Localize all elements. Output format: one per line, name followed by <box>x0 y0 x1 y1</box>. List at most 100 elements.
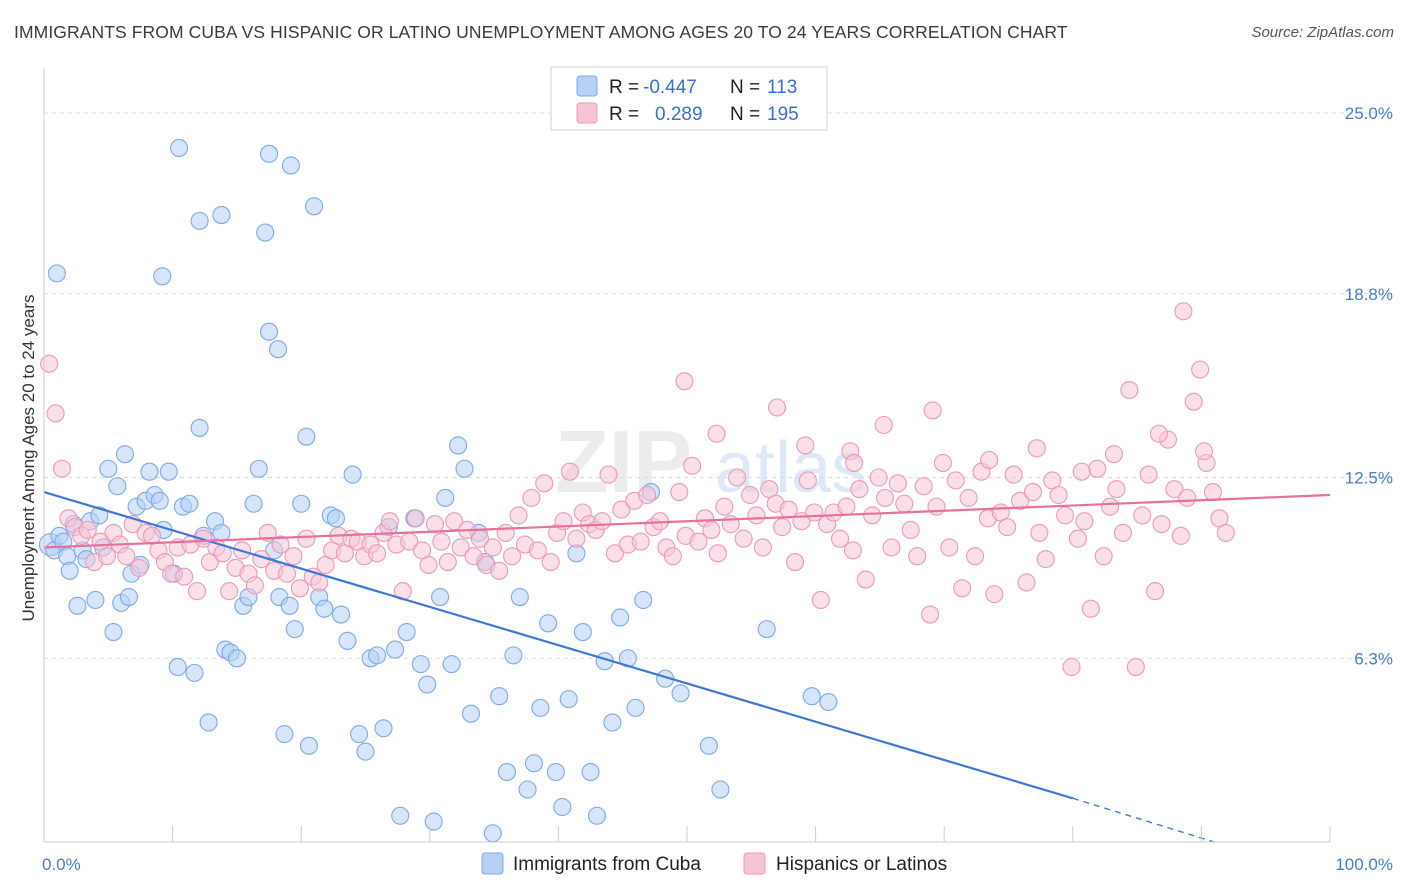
cuba-point-30 <box>168 657 187 677</box>
cuba-point-112 <box>802 687 821 706</box>
cuba-point-108 <box>671 684 690 703</box>
hispanic-point-183 <box>1216 523 1235 542</box>
cuba-point-67 <box>374 719 393 738</box>
cuba-point-54 <box>299 736 318 755</box>
cuba-point-69 <box>386 640 405 659</box>
hispanic-point-197 <box>1194 442 1214 461</box>
cuba-point-86 <box>497 762 517 782</box>
cuba-point-74 <box>418 675 437 694</box>
hispanic-point-78 <box>541 553 560 572</box>
cuba-point-121 <box>297 427 316 446</box>
cuba-point-111 <box>757 620 776 639</box>
hispanic-point-70 <box>490 561 509 580</box>
cuba-point-16 <box>108 477 127 496</box>
hispanic-point-187 <box>796 436 815 455</box>
chart-source: Source: ZipAtlas.com <box>1251 24 1394 41</box>
cuba-point-79 <box>449 436 468 455</box>
cuba-point-51 <box>280 596 299 615</box>
legend-n-label-cuba: N = <box>730 77 760 98</box>
hispanic-point-179 <box>1191 360 1210 379</box>
hispanic-point-62 <box>438 553 457 572</box>
cuba-point-94 <box>553 797 572 817</box>
hispanic-point-134 <box>901 520 920 540</box>
hispanic-point-71 <box>496 523 515 542</box>
legend-n-label-hispanic: N = <box>730 104 760 125</box>
cuba-trend-extension <box>1072 797 1215 843</box>
hispanic-point-184 <box>675 372 694 391</box>
cuba-point-119 <box>259 322 279 341</box>
hispanic-point-162 <box>1081 599 1100 618</box>
hispanic-point-110 <box>747 506 766 525</box>
cuba-point-57 <box>315 599 334 618</box>
hispanic-point-105 <box>715 497 734 516</box>
hispanic-point-60 <box>425 515 444 534</box>
hispanic-point-107 <box>728 468 747 487</box>
hispanic-point-126 <box>850 480 869 499</box>
hispanic-point-37 <box>278 564 297 583</box>
cuba-point-84 <box>483 824 502 843</box>
hispanic-point-57 <box>406 509 425 528</box>
hispanic-point-139 <box>933 453 952 472</box>
cuba-point-89 <box>518 780 537 799</box>
cuba-point-104 <box>626 698 645 717</box>
hispanic-point-81 <box>560 462 580 481</box>
hispanic-point-133 <box>895 494 914 513</box>
cuba-point-101 <box>603 713 622 732</box>
hispanic-point-161 <box>1075 512 1094 531</box>
cuba-point-98 <box>581 762 600 782</box>
cuba-point-91 <box>531 698 550 717</box>
hispanic-point-137 <box>921 605 940 624</box>
cuba-point-99 <box>587 806 607 825</box>
cuba-point-61 <box>338 631 357 650</box>
hispanic-point-66 <box>464 547 483 566</box>
axes <box>43 68 1331 843</box>
hispanic-point-158 <box>1056 506 1075 525</box>
hispanic-point-135 <box>908 547 927 566</box>
cuba-point-24 <box>140 462 159 481</box>
hispanic-point-198 <box>845 453 864 472</box>
hispanic-point-86 <box>593 512 612 531</box>
hispanic-point-120 <box>811 590 830 610</box>
legend-swatch-cuba <box>576 75 598 97</box>
cuba-point-32 <box>180 494 199 513</box>
hispanic-point-118 <box>798 471 817 490</box>
hispanic-point-1 <box>46 404 65 423</box>
cuba-point-46 <box>256 223 275 242</box>
hispanic-point-61 <box>432 532 451 551</box>
hispanic-point-141 <box>946 471 965 490</box>
watermark: ZIP atlas <box>555 412 867 511</box>
cuba-point-93 <box>546 762 565 782</box>
cuba-point-18 <box>115 445 135 464</box>
legend-n-value-hispanic: 195 <box>767 104 799 125</box>
hispanic-point-21 <box>175 567 194 586</box>
hispanic-trend-line <box>43 493 1331 549</box>
legend-r-label-hispanic: R = <box>609 104 639 125</box>
hispanic-point-9 <box>97 547 117 566</box>
hispanic-point-92 <box>631 532 650 551</box>
cuba-point-34 <box>190 418 209 437</box>
hispanic-point-73 <box>509 506 528 525</box>
cuba-point-81 <box>461 704 481 723</box>
hispanic-point-195 <box>1149 424 1169 443</box>
hispanic-point-123 <box>830 529 850 548</box>
hispanic-point-38 <box>284 547 303 566</box>
legend-n-value-cuba: 113 <box>767 77 797 98</box>
hispanic-point-82 <box>567 529 586 548</box>
hispanic-point-138 <box>927 497 946 516</box>
cuba-point-92 <box>539 614 558 633</box>
cuba-point-11 <box>86 590 105 610</box>
hispanic-point-181 <box>1203 483 1223 502</box>
hispanic-point-125 <box>843 541 862 560</box>
cuba-point-44 <box>244 494 263 513</box>
hispanic-point-0 <box>40 354 59 373</box>
cuba-point-117 <box>212 206 231 225</box>
hispanic-point-130 <box>875 488 895 507</box>
bottom-legend-swatch-hispanic <box>743 852 766 875</box>
cuba-point-80 <box>455 459 474 478</box>
x-tick-labels: 0.0% 100.0% <box>42 855 1393 874</box>
hispanic-point-192 <box>1027 439 1046 458</box>
watermark-atlas: atlas <box>715 428 867 508</box>
hispanic-point-152 <box>1017 573 1036 592</box>
hispanic-point-170 <box>1133 506 1152 525</box>
hispanic-point-129 <box>869 468 888 487</box>
